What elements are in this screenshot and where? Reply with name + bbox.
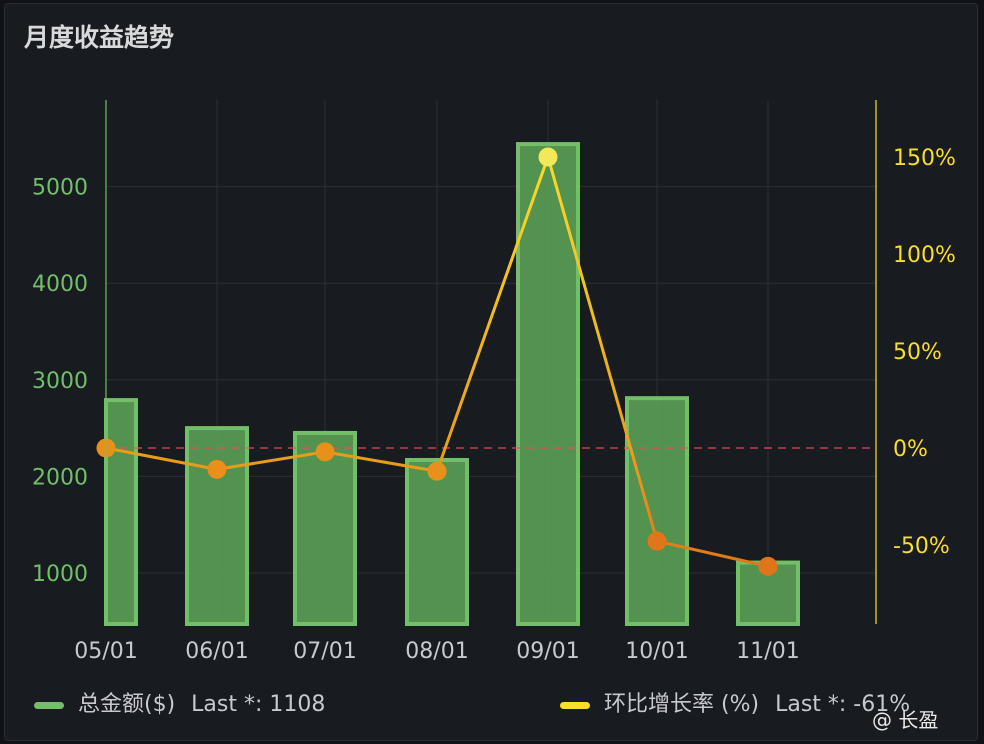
legend-item-growth[interactable]: 环比增长率 (%) Last *: -61%: [560, 686, 910, 718]
y-left-tick-label: 2000: [32, 465, 88, 490]
y-left-tick-label: 3000: [32, 369, 88, 394]
y-right-tick-label: 150%: [893, 146, 956, 171]
y-right-tick-label: 0%: [893, 437, 928, 462]
x-tick-label: 07/01: [293, 639, 356, 664]
growth-point-09/01: [538, 147, 558, 167]
bar-05/01: [104, 398, 138, 626]
legend-name-total: 总金额($): [78, 692, 176, 717]
y-right-tick-label: -50%: [893, 534, 950, 559]
y-right-tick-label: 50%: [893, 340, 942, 365]
bar-07/01: [293, 430, 357, 626]
growth-point-11/01: [758, 556, 778, 576]
panel-title: 月度收益趋势: [24, 23, 175, 52]
y-right-tick-label: 100%: [893, 243, 956, 268]
growth-point-07/01: [315, 442, 335, 462]
growth-point-08/01: [427, 461, 447, 481]
bar-06/01: [185, 426, 249, 626]
x-tick-label: 11/01: [736, 639, 799, 664]
growth-point-10/01: [647, 531, 667, 551]
x-tick-label: 08/01: [405, 639, 468, 664]
chart-panel: [4, 3, 978, 741]
growth-point-06/01: [207, 459, 227, 479]
y-left-tick-label: 4000: [32, 272, 88, 297]
x-tick-label: 09/01: [516, 639, 579, 664]
line-series: [96, 147, 778, 576]
legend-swatch-total: [34, 701, 64, 709]
bar-10/01: [625, 396, 689, 626]
legend-last-total: Last *: 1108: [191, 692, 326, 717]
x-tick-label: 05/01: [74, 639, 137, 664]
x-tick-label: 06/01: [185, 639, 248, 664]
x-tick-label: 10/01: [625, 639, 688, 664]
legend-swatch-growth: [560, 701, 590, 709]
watermark: @ 长盈: [872, 708, 939, 732]
y-left-tick-label: 1000: [32, 562, 88, 587]
legend-name-growth: 环比增长率 (%): [604, 692, 760, 717]
axes: 1000 2000 3000 4000 5000 -50% 0% 50% 100% 150% 05/…: [32, 100, 956, 664]
legend-item-total[interactable]: 总金额($) Last *: 1108: [34, 686, 325, 718]
bar-series: [104, 142, 800, 626]
bar-08/01: [405, 457, 469, 626]
y-left-tick-label: 5000: [32, 176, 88, 201]
legend-last-growth: Last *: -61%: [775, 692, 911, 717]
